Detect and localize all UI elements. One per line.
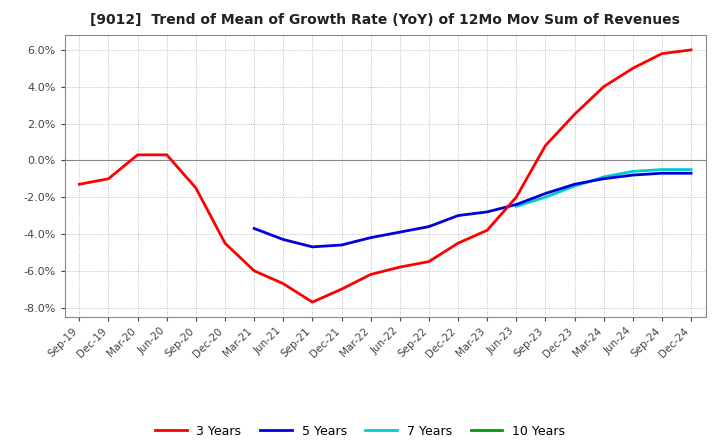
5 Years xyxy=(425,224,433,229)
3 Years xyxy=(657,51,666,56)
3 Years xyxy=(75,182,84,187)
5 Years xyxy=(570,182,579,187)
5 Years xyxy=(366,235,375,240)
3 Years xyxy=(483,227,492,233)
3 Years xyxy=(425,259,433,264)
3 Years xyxy=(192,185,200,191)
5 Years xyxy=(657,171,666,176)
7 Years xyxy=(512,204,521,209)
3 Years xyxy=(250,268,258,273)
3 Years xyxy=(104,176,113,181)
5 Years xyxy=(250,226,258,231)
3 Years xyxy=(366,272,375,277)
7 Years xyxy=(629,169,637,174)
Legend: 3 Years, 5 Years, 7 Years, 10 Years: 3 Years, 5 Years, 7 Years, 10 Years xyxy=(150,420,570,440)
Title: [9012]  Trend of Mean of Growth Rate (YoY) of 12Mo Mov Sum of Revenues: [9012] Trend of Mean of Growth Rate (YoY… xyxy=(90,13,680,27)
7 Years xyxy=(657,167,666,172)
3 Years xyxy=(279,281,287,286)
3 Years xyxy=(337,286,346,292)
3 Years xyxy=(454,241,462,246)
5 Years xyxy=(454,213,462,218)
Line: 3 Years: 3 Years xyxy=(79,50,691,302)
7 Years xyxy=(541,194,550,200)
3 Years xyxy=(687,47,696,52)
3 Years xyxy=(629,66,637,71)
5 Years xyxy=(512,202,521,207)
3 Years xyxy=(512,194,521,200)
3 Years xyxy=(308,300,317,305)
5 Years xyxy=(599,176,608,181)
3 Years xyxy=(395,264,404,270)
7 Years xyxy=(687,167,696,172)
5 Years xyxy=(629,172,637,178)
3 Years xyxy=(541,143,550,148)
Line: 5 Years: 5 Years xyxy=(254,173,691,247)
3 Years xyxy=(220,241,229,246)
5 Years xyxy=(337,242,346,248)
Line: 7 Years: 7 Years xyxy=(516,169,691,206)
5 Years xyxy=(687,171,696,176)
7 Years xyxy=(599,174,608,180)
3 Years xyxy=(570,112,579,117)
5 Years xyxy=(395,230,404,235)
3 Years xyxy=(163,152,171,158)
3 Years xyxy=(599,84,608,89)
5 Years xyxy=(483,209,492,215)
5 Years xyxy=(541,191,550,196)
7 Years xyxy=(570,183,579,189)
3 Years xyxy=(133,152,142,158)
5 Years xyxy=(279,237,287,242)
5 Years xyxy=(308,244,317,249)
